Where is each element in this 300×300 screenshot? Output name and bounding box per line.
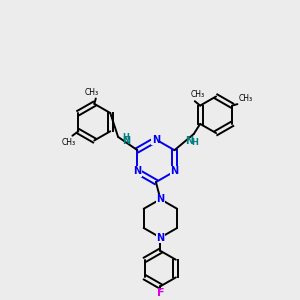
Text: N: N — [170, 167, 178, 176]
Text: CH₃: CH₃ — [239, 94, 253, 103]
Text: H: H — [122, 133, 129, 142]
Text: H: H — [191, 138, 198, 147]
Text: N: N — [156, 194, 164, 204]
Text: CH₃: CH₃ — [61, 138, 75, 147]
Text: CH₃: CH₃ — [85, 88, 99, 97]
Text: N: N — [185, 136, 193, 146]
Text: N: N — [156, 232, 164, 243]
Text: N: N — [122, 136, 130, 146]
Text: N: N — [133, 167, 142, 176]
Text: CH₃: CH₃ — [190, 90, 205, 99]
Text: F: F — [157, 288, 164, 298]
Text: N: N — [152, 135, 160, 145]
